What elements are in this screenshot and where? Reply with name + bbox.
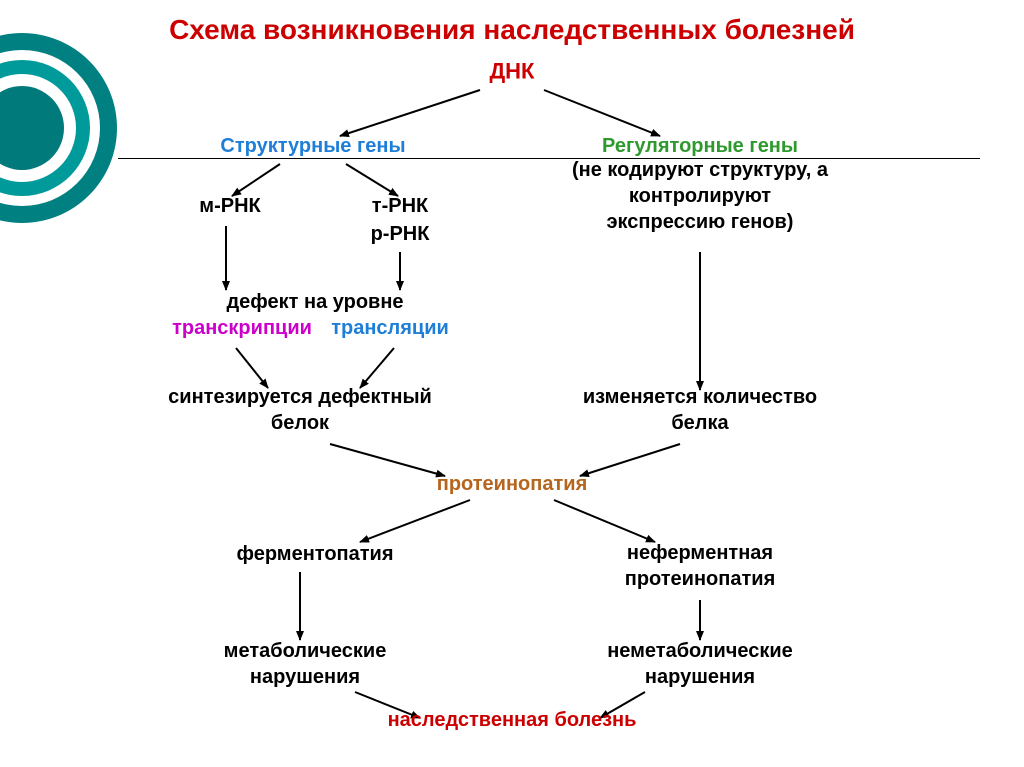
node-qty-protein: изменяется количество белка <box>583 384 817 436</box>
node-reg-genes: Регуляторные гены <box>602 133 798 159</box>
node-dnk: ДНК <box>490 58 535 87</box>
node-fermentopathy: ферментопатия <box>236 541 393 567</box>
node-reg-note: (не кодируют структуру, а контролируют э… <box>572 157 828 235</box>
node-nonmetabolic: неметаболические нарушения <box>607 638 793 690</box>
node-nonferm: неферментная протеинопатия <box>625 540 776 592</box>
node-struct-genes: Структурные гены <box>220 133 405 159</box>
node-def-protein: синтезируется дефектный белок <box>168 384 432 436</box>
node-hereditary: наследственная болезнь <box>388 707 637 733</box>
slide-title: Схема возникновения наследственных болез… <box>62 14 962 46</box>
arrow-layer <box>0 0 1024 767</box>
node-proteinopathy: протеинопатия <box>437 471 588 497</box>
node-mrna: м-РНК <box>199 193 260 219</box>
node-defect-level: дефект на уровне <box>226 289 403 315</box>
node-transcription: транскрипции <box>172 315 312 341</box>
node-rrna: р-РНК <box>371 221 430 247</box>
node-translation: трансляции <box>331 315 449 341</box>
node-trna: т-РНК <box>372 193 428 219</box>
node-metabolic: метаболические нарушения <box>224 638 387 690</box>
